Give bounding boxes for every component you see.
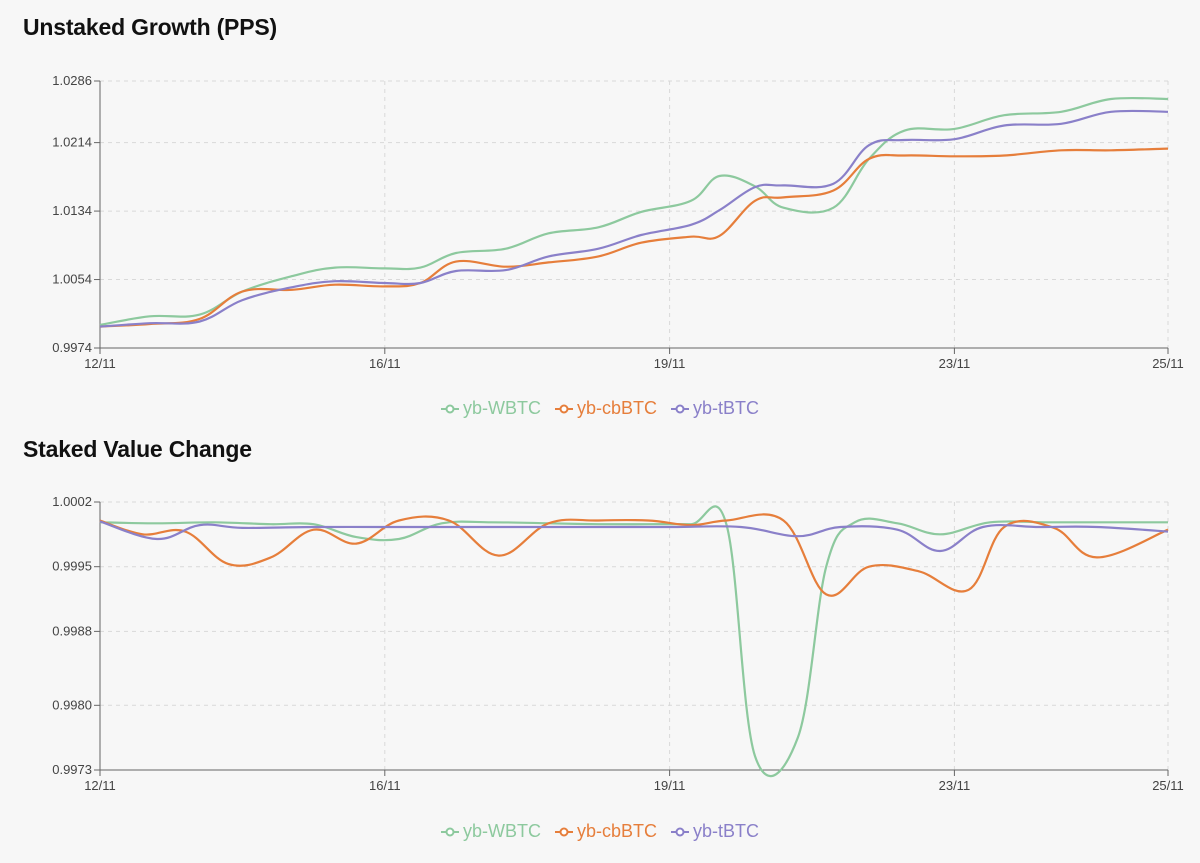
chart-panel-staked: Staked Value Change 0.9973 0.9980 0.9988 0.…	[0, 430, 1200, 863]
x-tick-label: 19/11	[654, 778, 686, 793]
y-tick-label: 0.9988	[52, 623, 92, 638]
x-tick-label: 25/11	[1152, 356, 1184, 371]
x-tick-label: 12/11	[84, 356, 116, 371]
series-line-yb-cbbtc	[99, 147, 1169, 328]
series-line-yb-wbtc	[99, 505, 1168, 778]
series-line-yb-tbtc	[99, 520, 1169, 553]
y-tick-label: 0.9974	[52, 340, 92, 355]
y-tick-label: 1.0134	[52, 203, 92, 218]
series-line-yb-wbtc	[99, 96, 1169, 326]
y-tick-label: 0.9980	[52, 697, 92, 712]
x-tick-label: 16/11	[369, 778, 401, 793]
legend-item-yb-wbtc[interactable]: yb-WBTC	[440, 821, 541, 842]
legend-label: yb-cbBTC	[576, 821, 657, 841]
legend-item-yb-tbtc[interactable]: yb-tBTC	[671, 821, 759, 842]
x-tick-label: 23/11	[939, 778, 971, 793]
legend: yb-WBTC yb-cbBTC yb-tBTC	[0, 398, 1200, 419]
legend-label: yb-WBTC	[462, 821, 541, 841]
legend-item-yb-cbbtc[interactable]: yb-cbBTC	[554, 821, 657, 842]
legend-label: yb-WBTC	[462, 398, 541, 418]
chart-title: Unstaked Growth (PPS)	[23, 14, 277, 40]
legend-label: yb-tBTC	[693, 398, 760, 418]
line-chart-staked[interactable]: 0.9973 0.9980 0.9988 0.9995 1.0002 12/11 16/11…	[0, 430, 1200, 830]
x-tick-label: 25/11	[1152, 778, 1184, 793]
y-tick-label: 1.0286	[52, 73, 92, 88]
y-tick-label: 1.0214	[52, 135, 92, 150]
legend-line-icon	[671, 404, 689, 413]
legend-label: yb-tBTC	[693, 821, 760, 841]
y-tick-label: 0.9995	[52, 559, 92, 574]
x-tick-label: 12/11	[84, 778, 116, 793]
legend-line-icon	[554, 827, 573, 836]
line-chart-unstaked[interactable]: 0.9974 1.0054 1.0134 1.0214 1.0286 12/11 16/11…	[0, 0, 1200, 400]
series-line-yb-tbtc	[99, 109, 1169, 328]
legend-item-yb-wbtc[interactable]: yb-WBTC	[440, 398, 541, 419]
legend: yb-WBTC yb-cbBTC yb-tBTC	[0, 821, 1200, 842]
legend-line-icon	[671, 827, 689, 836]
series-line-yb-cbbtc	[99, 513, 1169, 597]
y-tick-label: 1.0054	[52, 272, 92, 287]
legend-label: yb-cbBTC	[576, 398, 657, 418]
x-tick-label: 23/11	[939, 356, 971, 371]
legend-line-icon	[554, 404, 573, 413]
chart-panel-unstaked: Unstaked Growth (PPS) 0.9974 1.0054 1.0134…	[0, 0, 1200, 430]
x-tick-label: 16/11	[369, 356, 401, 371]
x-tick-label: 19/11	[654, 356, 686, 371]
y-tick-label: 0.9973	[52, 762, 92, 777]
legend-line-icon	[440, 827, 459, 836]
chart-title: Staked Value Change	[23, 436, 252, 462]
legend-item-yb-tbtc[interactable]: yb-tBTC	[671, 398, 759, 419]
y-tick-label: 1.0002	[52, 494, 92, 509]
legend-item-yb-cbbtc[interactable]: yb-cbBTC	[554, 398, 657, 419]
legend-line-icon	[440, 404, 459, 413]
